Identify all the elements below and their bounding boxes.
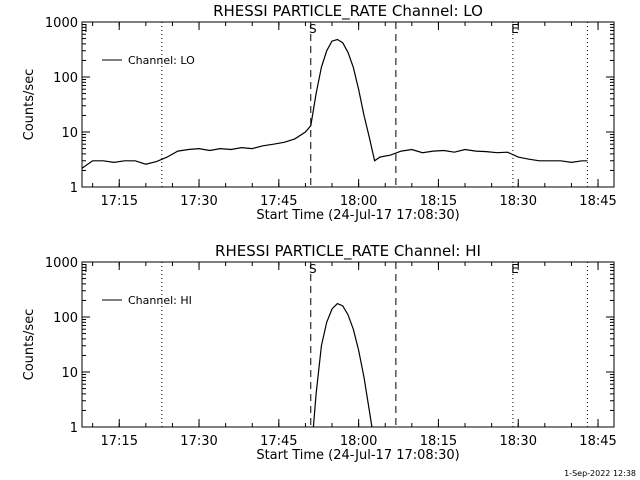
x-axis-label: Start Time (24-Jul-17 17:08:30) [256, 448, 459, 463]
marker-label: S [309, 22, 317, 36]
x-tick-label: 18:30 [500, 194, 537, 209]
chart-title: RHESSI PARTICLE_RATE Channel: HI [215, 242, 481, 261]
y-tick-label: 1000 [45, 16, 78, 31]
x-tick-label: 18:15 [420, 434, 457, 449]
x-axis-label: Start Time (24-Jul-17 17:08:30) [256, 208, 459, 223]
plot-frame [81, 21, 615, 188]
marker-label: S [309, 262, 317, 276]
x-tick-label: 17:15 [101, 434, 138, 449]
legend-entry: Channel: HI [128, 294, 192, 307]
y-tick-label: 100 [53, 311, 78, 326]
marker-label: E [511, 22, 519, 36]
x-tick-label: 18:45 [579, 434, 616, 449]
y-tick-label: 10 [61, 126, 78, 141]
x-tick-label: 18:15 [420, 194, 457, 209]
x-tick-label: 18:00 [340, 434, 377, 449]
legend-entry: Channel: LO [128, 54, 195, 67]
chart-title: RHESSI PARTICLE_RATE Channel: LO [213, 2, 483, 21]
y-tick-label: 10 [61, 366, 78, 381]
x-tick-label: 17:45 [260, 194, 297, 209]
y-tick-label: 1000 [45, 256, 78, 271]
series-line [312, 302, 373, 428]
y-tick-label: 100 [53, 71, 78, 86]
marker-label: E [511, 262, 519, 276]
chart-panel-lo: RHESSI PARTICLE_RATE Channel: LO 1 10 100 10… [22, 2, 617, 223]
chart-panel-hi: RHESSI PARTICLE_RATE Channel: HI 1 10 100 10… [22, 242, 617, 463]
y-tick-label: 1 [70, 181, 78, 196]
x-tick-label: 17:45 [260, 434, 297, 449]
x-tick-label: 18:30 [500, 434, 537, 449]
x-tick-label: 18:00 [340, 194, 377, 209]
y-axis-label: Counts/sec [22, 309, 37, 381]
x-tick-label: 17:30 [180, 194, 217, 209]
x-tick-label: 17:15 [101, 194, 138, 209]
series-line [81, 38, 588, 169]
x-tick-label: 17:30 [180, 434, 217, 449]
plot-frame [81, 261, 615, 428]
y-tick-label: 1 [70, 421, 78, 436]
footer-date-stamp: 1-Sep-2022 12:38 [564, 469, 636, 478]
y-axis-label: Counts/sec [22, 69, 37, 141]
x-tick-label: 18:45 [579, 194, 616, 209]
